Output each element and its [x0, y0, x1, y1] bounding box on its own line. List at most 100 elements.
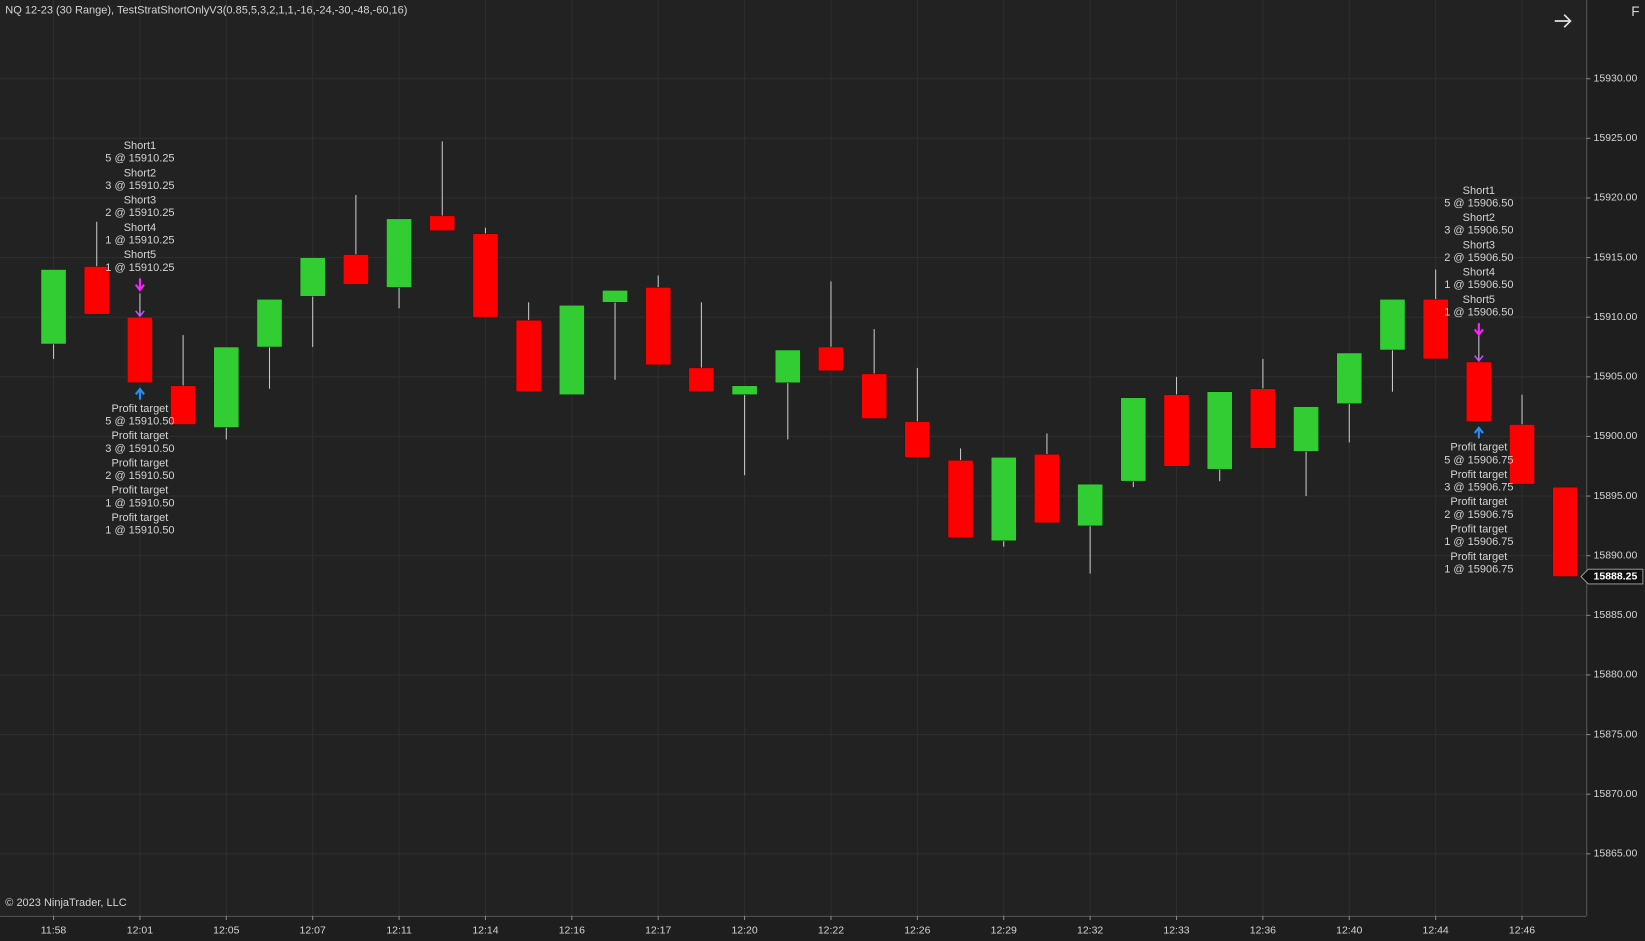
candle-body	[1163, 394, 1190, 467]
exit-label: 3 @ 15906.75	[1444, 482, 1513, 494]
entry-label: 2 @ 15906.50	[1444, 252, 1513, 264]
expand-arrow[interactable]	[1554, 14, 1572, 28]
candle-body	[688, 367, 715, 392]
candle-body	[472, 233, 499, 318]
candle-body	[40, 269, 67, 345]
exit-label: 5 @ 15910.50	[105, 416, 174, 428]
x-tick-label: 12:05	[213, 925, 239, 936]
entry-arrow	[134, 278, 145, 292]
exit-label: 1 @ 15906.75	[1444, 563, 1513, 575]
entry-name: Short5	[124, 249, 156, 261]
exit-label: 3 @ 15910.50	[105, 443, 174, 455]
entry-label: 5 @ 15910.25	[105, 153, 174, 165]
y-tick-label: 15920.00	[1594, 193, 1638, 204]
x-tick-label: 12:33	[1163, 925, 1189, 936]
candle-body	[1250, 388, 1276, 449]
entry-label: 1 @ 15910.25	[105, 235, 174, 247]
y-tick-label: 15895.00	[1594, 491, 1638, 502]
candle-body	[386, 218, 412, 288]
exit-name: Profit target	[1450, 469, 1507, 481]
y-tick-label: 15875.00	[1594, 729, 1638, 740]
exit-arrow	[1473, 426, 1484, 439]
candle-body	[299, 257, 326, 297]
last-price-box	[1580, 568, 1644, 585]
exit-name: Profit target	[111, 457, 168, 469]
exit-name: Profit target	[1450, 523, 1507, 535]
x-tick-label: 12:36	[1250, 925, 1276, 936]
exit-label: 1 @ 15906.75	[1444, 536, 1513, 548]
candle-body	[515, 319, 542, 392]
entry-label: 1 @ 15910.25	[105, 262, 174, 274]
candle-body	[602, 290, 628, 303]
y-tick-label: 15885.00	[1594, 610, 1638, 621]
entry-label: 1 @ 15906.50	[1444, 279, 1513, 291]
last-price-label: 15888.25	[1594, 571, 1638, 582]
candle-body	[256, 299, 283, 348]
entry-name: Short3	[1463, 239, 1495, 251]
x-tick-label: 12:46	[1509, 925, 1535, 936]
candle-body	[1077, 483, 1103, 527]
entry-name: Short1	[1463, 185, 1495, 197]
x-tick-label: 12:29	[991, 925, 1017, 936]
candle-body	[1120, 397, 1147, 482]
candle-body	[1336, 352, 1363, 404]
x-tick-label: 12:17	[645, 925, 671, 936]
candle-body	[429, 215, 456, 232]
y-tick-label: 15915.00	[1594, 252, 1638, 263]
candle-body	[861, 373, 888, 419]
x-tick-label: 12:14	[472, 925, 498, 936]
candle-body	[1509, 424, 1535, 485]
exit-label: 2 @ 15910.50	[105, 470, 174, 482]
y-tick-label: 15880.00	[1594, 670, 1638, 681]
entry-marker	[1474, 355, 1484, 363]
y-tick-label: 15890.00	[1594, 550, 1638, 561]
candle-body	[1379, 299, 1406, 351]
candle-body	[1206, 391, 1233, 470]
entry-name: Short2	[124, 167, 156, 179]
exit-name: Profit target	[111, 512, 168, 524]
candle-body	[558, 305, 585, 395]
entry-label: 2 @ 15910.25	[105, 207, 174, 219]
y-tick-label: 15930.00	[1594, 73, 1638, 84]
x-tick-label: 12:44	[1423, 925, 1449, 936]
entry-label: 3 @ 15910.25	[105, 180, 174, 192]
x-tick-label: 12:11	[386, 925, 412, 936]
y-tick-label: 15900.00	[1594, 431, 1638, 442]
candle-body	[1552, 486, 1579, 577]
entry-name: Short3	[124, 195, 156, 207]
candle-body	[343, 254, 369, 285]
candle-body	[774, 349, 801, 384]
y-tick-label: 15865.00	[1594, 849, 1638, 860]
candle-body	[731, 385, 758, 395]
candle-body	[83, 266, 110, 315]
chart-header: NQ 12-23 (30 Range), TestStratShortOnlyV…	[5, 4, 407, 16]
candle-body	[170, 385, 196, 425]
exit-arrow	[134, 387, 145, 400]
exit-label: 1 @ 15910.50	[105, 525, 174, 537]
entry-marker	[135, 310, 145, 318]
x-tick-label: 12:32	[1077, 925, 1103, 936]
x-tick-label: 12:01	[127, 925, 153, 936]
exit-name: Profit target	[1450, 496, 1507, 508]
x-tick-label: 12:20	[731, 925, 757, 936]
entry-name: Short4	[124, 222, 156, 234]
x-tick-label: 12:40	[1336, 925, 1362, 936]
plot-area	[0, 0, 1586, 916]
x-tick-label: 12:07	[300, 925, 326, 936]
entry-name: Short2	[1463, 212, 1495, 224]
candle-body	[1034, 454, 1060, 524]
y-tick-label: 15925.00	[1594, 133, 1638, 144]
candle-body	[645, 287, 672, 366]
panel-tab[interactable]: F	[1631, 4, 1639, 19]
candle-body	[127, 316, 153, 384]
candles: 15888.25	[40, 141, 1644, 585]
exit-name: Profit target	[1450, 551, 1507, 563]
copyright: © 2023 NinjaTrader, LLC	[5, 897, 126, 909]
candle-body	[990, 457, 1017, 542]
exit-label: 1 @ 15910.50	[105, 497, 174, 509]
x-tick-label: 11:58	[41, 925, 67, 936]
exit-name: Profit target	[1450, 442, 1507, 454]
